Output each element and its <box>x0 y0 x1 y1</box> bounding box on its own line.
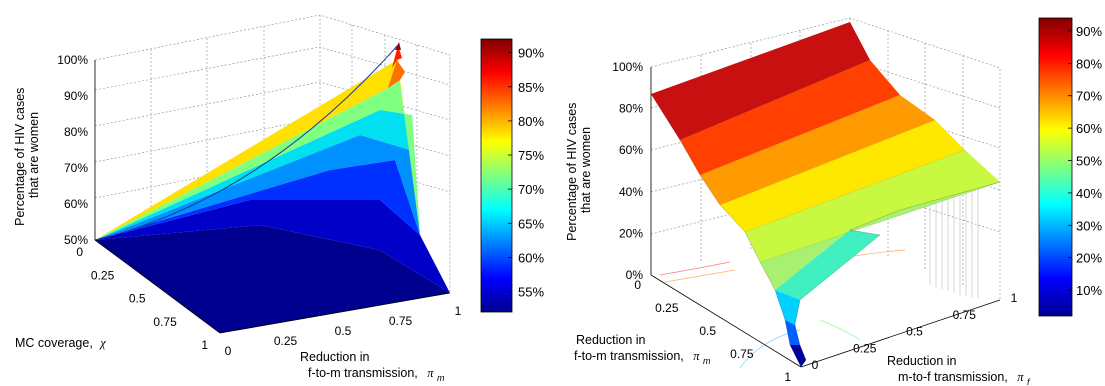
plot2-y-label: Reduction in m-to-f transmission, π f <box>887 354 1031 386</box>
plot1-axes <box>94 60 451 334</box>
plot2-axes <box>650 67 1001 368</box>
plot2-y-tick: 0.25 <box>853 341 877 355</box>
colorbar-2: 10% 20% 30% 40% 50% 60% 70% 80% 90% <box>1038 17 1102 317</box>
plot1-y-label: MC coverage, χ <box>15 336 106 350</box>
colorbar-2-tick: 70% <box>1076 89 1102 104</box>
plot2-y-tick: 0 <box>812 358 819 372</box>
colorbar-1-tick: 85% <box>518 80 544 95</box>
plot1-y-tick: 0.25 <box>91 268 115 282</box>
plot2-y-tick: 0.5 <box>906 325 923 339</box>
plot2-surface-mesh <box>679 59 1001 263</box>
plot2-x-tick: 1 <box>784 370 791 384</box>
colorbar-2-tick: 60% <box>1076 121 1102 136</box>
plot2-wall-shadow <box>929 179 979 298</box>
plot2-x-label: Reduction in f-to-m transmission, π m <box>574 333 711 366</box>
colorbar-2-tick: 40% <box>1076 186 1102 201</box>
colorbar-2-tick: 10% <box>1076 283 1102 298</box>
plot1-x-label: Reduction in f-to-m transmission, π m <box>300 350 445 383</box>
plot1-x-tick: 0.5 <box>335 324 352 338</box>
plot2-x-ticks: 0 0.25 0.5 0.75 1 <box>634 278 791 384</box>
plot2-z-ticks: 0% 20% 40% 60% 80% 100% <box>612 60 643 282</box>
plot2-z-tick: 80% <box>619 102 643 116</box>
plot1-x-tick: 0.25 <box>274 334 298 348</box>
colorbar-2-tick: 20% <box>1076 251 1102 266</box>
surface-plot-mc-coverage: 50%60%70%80%90%100% 00.250.50.751 00.250… <box>13 14 462 383</box>
surface-plot-transmission: 0% 20% 40% 60% 80% 100% 0 0.25 0.5 0.75 1 0 0.25 0.… <box>565 17 1031 386</box>
plot2-z-tick: 0% <box>626 268 644 282</box>
plot1-x-tick: 1 <box>455 304 462 318</box>
plot1-y-tick: 0 <box>76 245 83 259</box>
colorbar-1-tick: 90% <box>518 46 544 61</box>
plot1-x-ticks: 0 0.25 0.5 0.75 1 <box>225 304 462 358</box>
plot2-z-tick: 100% <box>612 60 643 74</box>
plot1-z-tick: 50% <box>64 233 88 247</box>
plot2-z-tick: 20% <box>619 226 643 240</box>
colorbar-2-tick: 90% <box>1076 24 1102 39</box>
plot2-y-tick: 1 <box>1011 291 1018 305</box>
colorbar-1-tick: 55% <box>518 285 544 300</box>
plot1-y-tick: 0.75 <box>153 315 177 329</box>
plot1-z-tick: 60% <box>64 197 88 211</box>
colorbar-2-tick: 80% <box>1076 56 1102 71</box>
colorbar-1: 55% 60% 65% 70% 75% 80% 85% 90% <box>480 38 544 313</box>
plot2-z-tick: 60% <box>619 143 643 157</box>
colorbar-1-ticks: 55% 60% 65% 70% 75% 80% 85% 90% <box>508 46 544 300</box>
plot1-y-tick: 1 <box>201 338 208 352</box>
colorbar-1-tick: 70% <box>518 182 544 197</box>
colorbar-2-tick: 30% <box>1076 218 1102 233</box>
plot1-y-ticks: 0 0.25 0.5 0.75 1 <box>76 245 208 352</box>
plot1-x-tick: 0 <box>225 344 232 358</box>
plot1-x-tick: 0.75 <box>389 314 413 328</box>
plot1-z-ticks: 50% 60% 70% 80% 90% 100% <box>57 53 88 247</box>
plot1-z-label: Percentage of HIV cases that are women <box>13 84 41 226</box>
plot2-y-ticks: 0 0.25 0.5 0.75 1 <box>812 291 1018 372</box>
plot1-z-tick: 90% <box>64 89 88 103</box>
plot1-z-tick: 70% <box>64 161 88 175</box>
plot1-z-tick: 100% <box>57 53 88 67</box>
plot2-surface <box>650 22 1001 368</box>
colorbar-2-ticks: 10% 20% 30% 40% 50% 60% 70% 80% 90% <box>1068 24 1102 298</box>
plot1-z-tick: 80% <box>64 125 88 139</box>
plot2-z-tick: 40% <box>619 185 643 199</box>
colorbar-1-tick: 75% <box>518 148 544 163</box>
plot2-x-tick: 0 <box>634 278 641 292</box>
plot2-x-tick: 0.25 <box>655 301 679 315</box>
colorbar-1-tick: 80% <box>518 114 544 129</box>
colorbar-2-tick: 50% <box>1076 154 1102 169</box>
colorbar-1-tick: 65% <box>518 216 544 231</box>
plot2-x-tick: 0.75 <box>730 347 754 361</box>
plot2-x-tick: 0.5 <box>699 324 716 338</box>
plot2-y-tick: 0.75 <box>953 308 977 322</box>
plot2-z-label: Percentage of HIV cases that are women <box>565 99 593 241</box>
plot1-y-tick: 0.5 <box>129 292 146 306</box>
colorbar-1-tick: 60% <box>518 250 544 265</box>
